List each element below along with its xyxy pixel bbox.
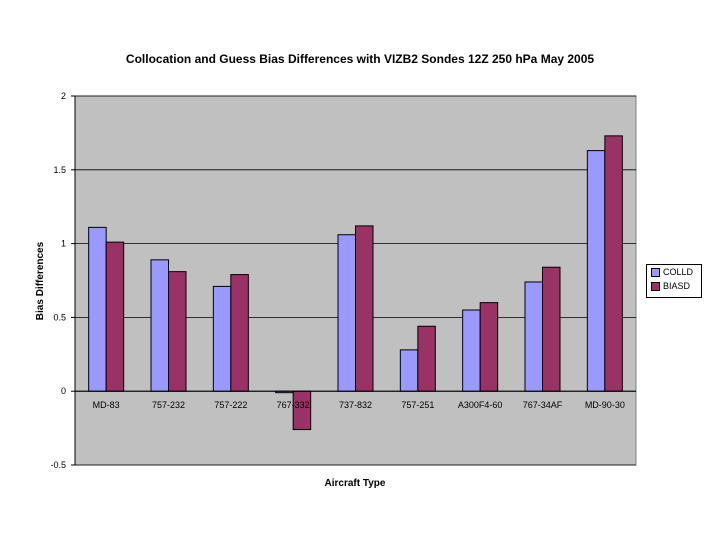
x-tick-label: 757-222 xyxy=(214,400,247,410)
y-tick-label: 1.5 xyxy=(53,165,66,175)
axes xyxy=(71,95,636,466)
x-tick-label: 737-832 xyxy=(339,400,372,410)
y-tick-label: 2 xyxy=(61,91,66,101)
bar-biasd xyxy=(292,390,312,431)
bar-biasd xyxy=(479,302,499,392)
bar-biasd xyxy=(604,135,623,392)
x-tick-label: MD-90-30 xyxy=(585,400,625,410)
bar-biasd xyxy=(105,241,125,392)
y-tick-label: 1 xyxy=(61,239,66,249)
bar-colld xyxy=(399,349,419,392)
bar-biasd xyxy=(355,225,374,392)
y-tick-label: 0.5 xyxy=(53,312,66,322)
chart-title: Collocation and Guess Bias Differences w… xyxy=(125,52,595,66)
bar-colld xyxy=(212,285,232,392)
y-tick-label: -0.5 xyxy=(50,460,66,470)
bar-colld xyxy=(88,226,107,392)
y-axis-title: Bias Differences xyxy=(35,241,46,320)
x-tick-label: 757-232 xyxy=(152,400,185,410)
bar-colld xyxy=(150,259,169,392)
bar-colld xyxy=(462,309,481,392)
y-tick-labels: -0.5 0 0.5 1 1.5 2 xyxy=(50,91,66,470)
bar-biasd xyxy=(417,325,436,392)
legend-label-biasd: BIASD xyxy=(663,281,691,291)
legend-label-colld: COLLD xyxy=(663,267,694,277)
x-tick-labels: MD-83 757-232 757-222 767-332 737-832 757-251… xyxy=(93,400,625,410)
x-tick-label: 757-251 xyxy=(401,400,434,410)
x-tick-label: MD-83 xyxy=(93,400,120,410)
bar-colld xyxy=(524,281,543,392)
bar-colld xyxy=(586,150,606,392)
bar-colld xyxy=(337,234,356,392)
legend-item-colld: COLLD xyxy=(647,265,701,279)
legend: COLLD BIASD xyxy=(646,264,702,298)
bars xyxy=(88,135,623,431)
x-axis-title: Aircraft Type xyxy=(325,478,386,489)
y-tick-label: 0 xyxy=(61,386,66,396)
legend-item-biasd: BIASD xyxy=(647,279,701,293)
bar-biasd xyxy=(168,271,187,392)
x-tick-label: A300F4-60 xyxy=(458,400,503,410)
bar-biasd xyxy=(542,266,561,392)
bar-biasd xyxy=(230,274,249,392)
legend-swatch-biasd xyxy=(651,281,660,291)
x-tick-label: 767-332 xyxy=(277,400,310,410)
legend-swatch-colld xyxy=(651,267,660,277)
x-tick-label: 767-34AF xyxy=(523,400,563,410)
